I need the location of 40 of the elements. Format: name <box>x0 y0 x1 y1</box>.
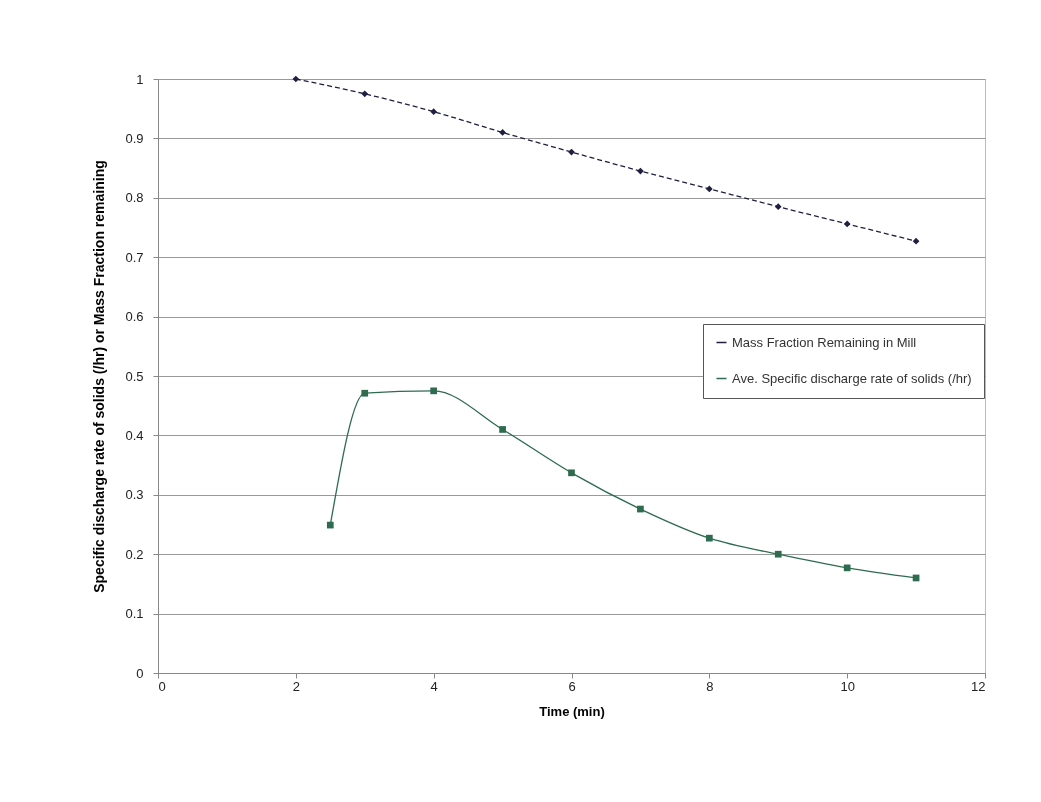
point <box>705 185 713 193</box>
y-tick-label: 0.5 <box>125 368 144 384</box>
y-tick-label: 0.1 <box>125 606 144 622</box>
point <box>774 550 782 558</box>
y-tick-label: 0.4 <box>125 427 144 443</box>
point <box>843 564 851 572</box>
point <box>843 220 851 228</box>
point <box>361 90 369 98</box>
point <box>774 203 782 211</box>
x-axis-title: Time (min) <box>539 703 605 719</box>
x-tick-label: 10 <box>840 678 855 694</box>
y-tick-label: 0.7 <box>125 249 144 265</box>
y-tick-label: 0.9 <box>125 130 144 146</box>
y-tick-label: 0.8 <box>125 190 144 206</box>
y-tick-label: 0.3 <box>125 487 144 503</box>
point <box>912 237 920 245</box>
point <box>568 469 575 477</box>
point <box>499 129 506 136</box>
point <box>637 167 644 175</box>
point <box>499 426 506 433</box>
point <box>292 75 300 83</box>
y-tick-label: 0.6 <box>125 309 144 325</box>
point <box>430 108 438 116</box>
x-tick-label: 2 <box>292 678 300 694</box>
y-tick-label: 0.2 <box>125 546 144 562</box>
point <box>705 534 713 542</box>
point <box>430 387 438 395</box>
point <box>326 521 334 529</box>
x-tick-label: 6 <box>568 678 576 694</box>
x-tick-label: 0 <box>158 678 166 694</box>
point <box>361 389 369 397</box>
x-tick-label: 8 <box>706 678 714 694</box>
y-axis-title: Specific discharge rate of solids (/hr) or Mass Fraction remaining <box>91 160 108 593</box>
x-tick-label: 12 <box>971 678 986 694</box>
x-tick-label: 4 <box>430 678 438 694</box>
legend-label: Ave. Specific discharge rate of solids (/hr) <box>732 370 972 386</box>
y-tick-label: 1 <box>136 71 144 87</box>
point <box>637 505 644 513</box>
legend-label: Mass Fraction Remaining in Mill <box>732 334 917 350</box>
y-tick-label: 0 <box>136 665 144 681</box>
